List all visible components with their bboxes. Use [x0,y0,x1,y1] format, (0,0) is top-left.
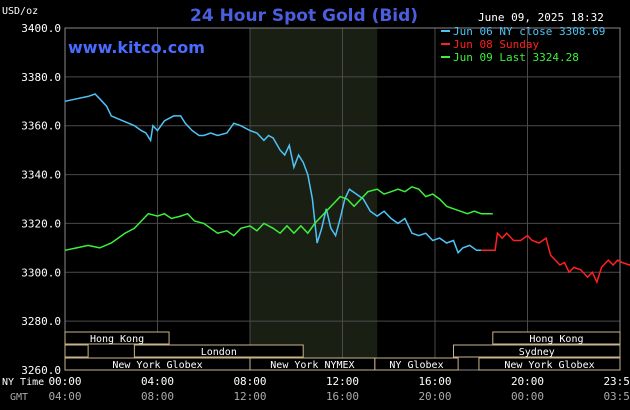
series-line [481,231,630,285]
legend-entry: Jun 06 NY close 3308.69 [453,25,605,38]
session-bar [492,331,621,345]
session-bar [64,344,89,358]
x-tick-label-ny: 20:00 [511,375,544,388]
series-line [64,185,493,252]
y-tick-label: 3300.0 [21,266,61,279]
ny-session-shade [250,28,378,370]
session-label: Hong Kong [90,334,144,345]
x-tick-label-ny: 08:00 [233,375,266,388]
unit-label: USD/oz [2,6,39,17]
series-line [64,93,482,255]
session-bar [374,357,459,371]
session-label: London [201,347,237,358]
legend-entry: Jun 09 Last 3324.28 [453,51,579,64]
x-tick-label-gmt: 16:00 [326,390,359,403]
y-tick-label: 3280.0 [21,315,61,328]
chart-title: 24 Hour Spot Gold (Bid) [190,6,419,26]
x-tick-label-ny: 12:00 [326,375,359,388]
x-tick-label-gmt: 03:59 [603,390,630,403]
x-tick-label-ny: 16:00 [418,375,451,388]
row-label-gmt: GMT [10,392,28,403]
session-bar [478,357,621,371]
x-tick-label-ny: 00:00 [48,375,81,388]
session-label: NY Globex [389,360,443,371]
x-tick-label-ny: 23:59 [603,375,630,388]
date-label: June 09, 2025 18:32 [478,11,604,24]
session-label: Hong Kong [529,334,583,345]
y-tick-label: 3260.0 [21,364,61,377]
legend-entry: Jun 08 Sunday [453,38,539,51]
session-label: New York NYMEX [270,360,354,371]
watermark: www.kitco.com [68,38,205,57]
y-tick-label: 3320.0 [21,217,61,230]
session-label: New York Globex [504,360,594,371]
session-label: Sydney [519,347,555,358]
x-tick-label-gmt: 04:00 [48,390,81,403]
y-tick-label: 3380.0 [21,71,61,84]
session-bar [133,344,304,358]
session-bar [64,331,170,345]
y-tick-label: 3400.0 [21,22,61,35]
x-tick-label-ny: 04:00 [141,375,174,388]
y-tick-label: 3340.0 [21,169,61,182]
x-tick-label-gmt: 12:00 [233,390,266,403]
x-tick-label-gmt: 00:00 [511,390,544,403]
x-tick-label-gmt: 08:00 [141,390,174,403]
y-tick-label: 3360.0 [21,120,61,133]
session-bar [453,344,621,358]
session-label: New York Globex [112,360,202,371]
x-tick-label-gmt: 20:00 [418,390,451,403]
plot-area: 3260.0 3280.0 3300.0 3320.0 3340.0 3360.0 3380… [2,22,630,403]
row-label-ny-time: NY Time [2,377,44,388]
